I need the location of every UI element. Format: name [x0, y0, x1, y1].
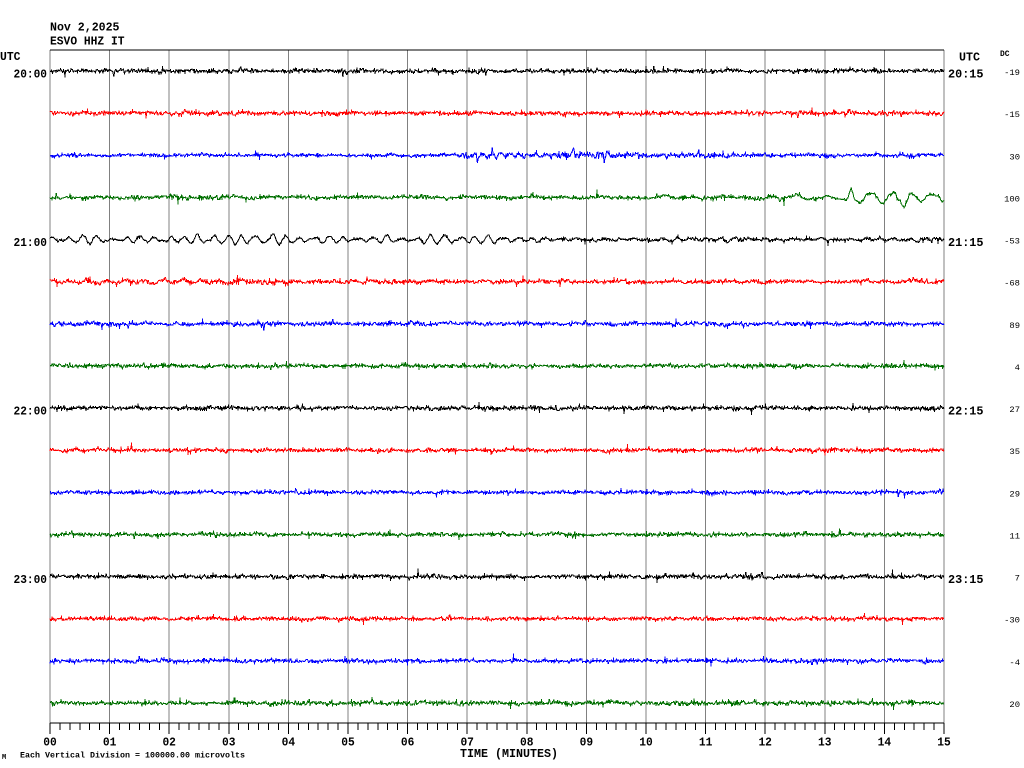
- svg-text:23:00: 23:00: [14, 573, 48, 587]
- svg-text:22:00: 22:00: [14, 405, 48, 419]
- svg-text:21:15: 21:15: [948, 236, 984, 250]
- svg-text:21:00: 21:00: [14, 236, 48, 250]
- svg-text:20:15: 20:15: [948, 68, 984, 82]
- svg-text:14: 14: [878, 736, 892, 750]
- svg-text:22:15: 22:15: [948, 405, 984, 419]
- svg-text:30: 30: [1009, 152, 1020, 162]
- svg-text:ESVO HHZ IT: ESVO HHZ IT: [50, 35, 125, 49]
- svg-text:89: 89: [1009, 321, 1020, 331]
- svg-text:UTC: UTC: [959, 51, 980, 65]
- svg-text:23:15: 23:15: [948, 573, 984, 587]
- svg-text:03: 03: [222, 736, 236, 750]
- svg-text:08: 08: [520, 736, 534, 750]
- svg-text:11: 11: [699, 736, 713, 750]
- svg-text:4: 4: [1015, 363, 1020, 373]
- svg-text:DC: DC: [1000, 50, 1010, 59]
- svg-text:11: 11: [1009, 531, 1020, 541]
- svg-text:15: 15: [937, 736, 951, 750]
- svg-text:Nov 2,2025: Nov 2,2025: [50, 21, 120, 35]
- svg-text:07: 07: [460, 736, 474, 750]
- svg-text:09: 09: [580, 736, 594, 750]
- svg-text:20:00: 20:00: [14, 68, 48, 82]
- svg-text:-30: -30: [1004, 616, 1020, 626]
- svg-text:00: 00: [43, 736, 57, 750]
- svg-text:20: 20: [1009, 700, 1020, 710]
- svg-text:-19: -19: [1004, 68, 1020, 78]
- svg-text:01: 01: [103, 736, 117, 750]
- svg-text:100: 100: [1004, 194, 1020, 204]
- svg-text:7: 7: [1015, 574, 1020, 584]
- svg-text:12: 12: [758, 736, 772, 750]
- svg-text:M: M: [2, 754, 6, 762]
- svg-text:27: 27: [1009, 405, 1020, 415]
- svg-text:TIME (MINUTES): TIME (MINUTES): [460, 747, 558, 761]
- svg-text:35: 35: [1009, 447, 1020, 457]
- svg-text:Each Vertical Division = 10000: Each Vertical Division = 100000.00 micro…: [20, 751, 245, 761]
- svg-text:02: 02: [162, 736, 176, 750]
- svg-text:06: 06: [401, 736, 415, 750]
- svg-text:UTC: UTC: [0, 50, 21, 64]
- svg-text:-53: -53: [1004, 237, 1020, 247]
- svg-text:-68: -68: [1004, 279, 1020, 289]
- svg-text:29: 29: [1009, 489, 1020, 499]
- svg-text:04: 04: [282, 736, 296, 750]
- svg-text:05: 05: [341, 736, 355, 750]
- svg-text:10: 10: [639, 736, 653, 750]
- svg-text:-15: -15: [1004, 110, 1020, 120]
- svg-text:-4: -4: [1009, 658, 1020, 668]
- svg-text:13: 13: [818, 736, 832, 750]
